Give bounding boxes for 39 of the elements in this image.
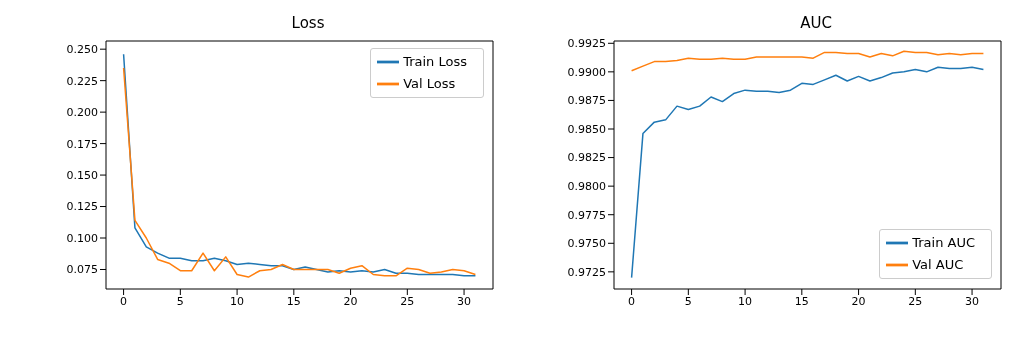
- x-tick-label: 10: [230, 294, 245, 308]
- legend-label: Val AUC: [912, 256, 964, 272]
- y-tick-label: 0.9850: [567, 122, 606, 136]
- chart-title: AUC: [800, 14, 832, 32]
- y-tick-label: 0.150: [66, 168, 98, 182]
- y-tick-label: 0.250: [66, 43, 98, 57]
- y-tick-label: 0.200: [66, 106, 98, 120]
- x-tick-label: 25: [400, 294, 415, 308]
- x-tick-label: 0: [120, 294, 128, 308]
- line-series: [630, 50, 985, 72]
- y-tick-label: 0.9800: [567, 180, 606, 194]
- x-tick-label: 30: [965, 294, 980, 308]
- x-tick-label: 20: [343, 294, 358, 308]
- y-tick-label: 0.125: [66, 200, 98, 214]
- y-tick-label: 0.100: [66, 231, 98, 245]
- y-tick-label: 0.9750: [567, 237, 606, 251]
- x-tick-label: 15: [286, 294, 301, 308]
- legend-label: Val Loss: [403, 75, 456, 91]
- y-tick-label: 0.9725: [567, 265, 606, 279]
- y-tick-label: 0.9875: [567, 94, 606, 108]
- legend-label: Train Loss: [403, 53, 467, 69]
- y-tick-label: 0.9900: [567, 65, 606, 79]
- x-tick-label: 10: [738, 294, 753, 308]
- x-tick-label: 25: [908, 294, 923, 308]
- y-tick-label: 0.225: [66, 74, 98, 88]
- x-tick-label: 5: [684, 294, 692, 308]
- legend-label: Train AUC: [912, 234, 975, 250]
- y-tick-label: 0.075: [66, 263, 98, 277]
- x-tick-label: 5: [176, 294, 184, 308]
- x-tick-label: 15: [794, 294, 809, 308]
- y-tick-label: 0.9775: [567, 208, 606, 222]
- y-tick-label: 0.175: [66, 137, 98, 151]
- x-tick-label: 0: [628, 294, 636, 308]
- chart-title: Loss: [291, 14, 325, 32]
- x-tick-label: 30: [457, 294, 472, 308]
- y-tick-label: 0.9925: [567, 37, 606, 51]
- line-series: [630, 66, 985, 279]
- y-tick-label: 0.9825: [567, 151, 606, 165]
- x-tick-label: 20: [851, 294, 866, 308]
